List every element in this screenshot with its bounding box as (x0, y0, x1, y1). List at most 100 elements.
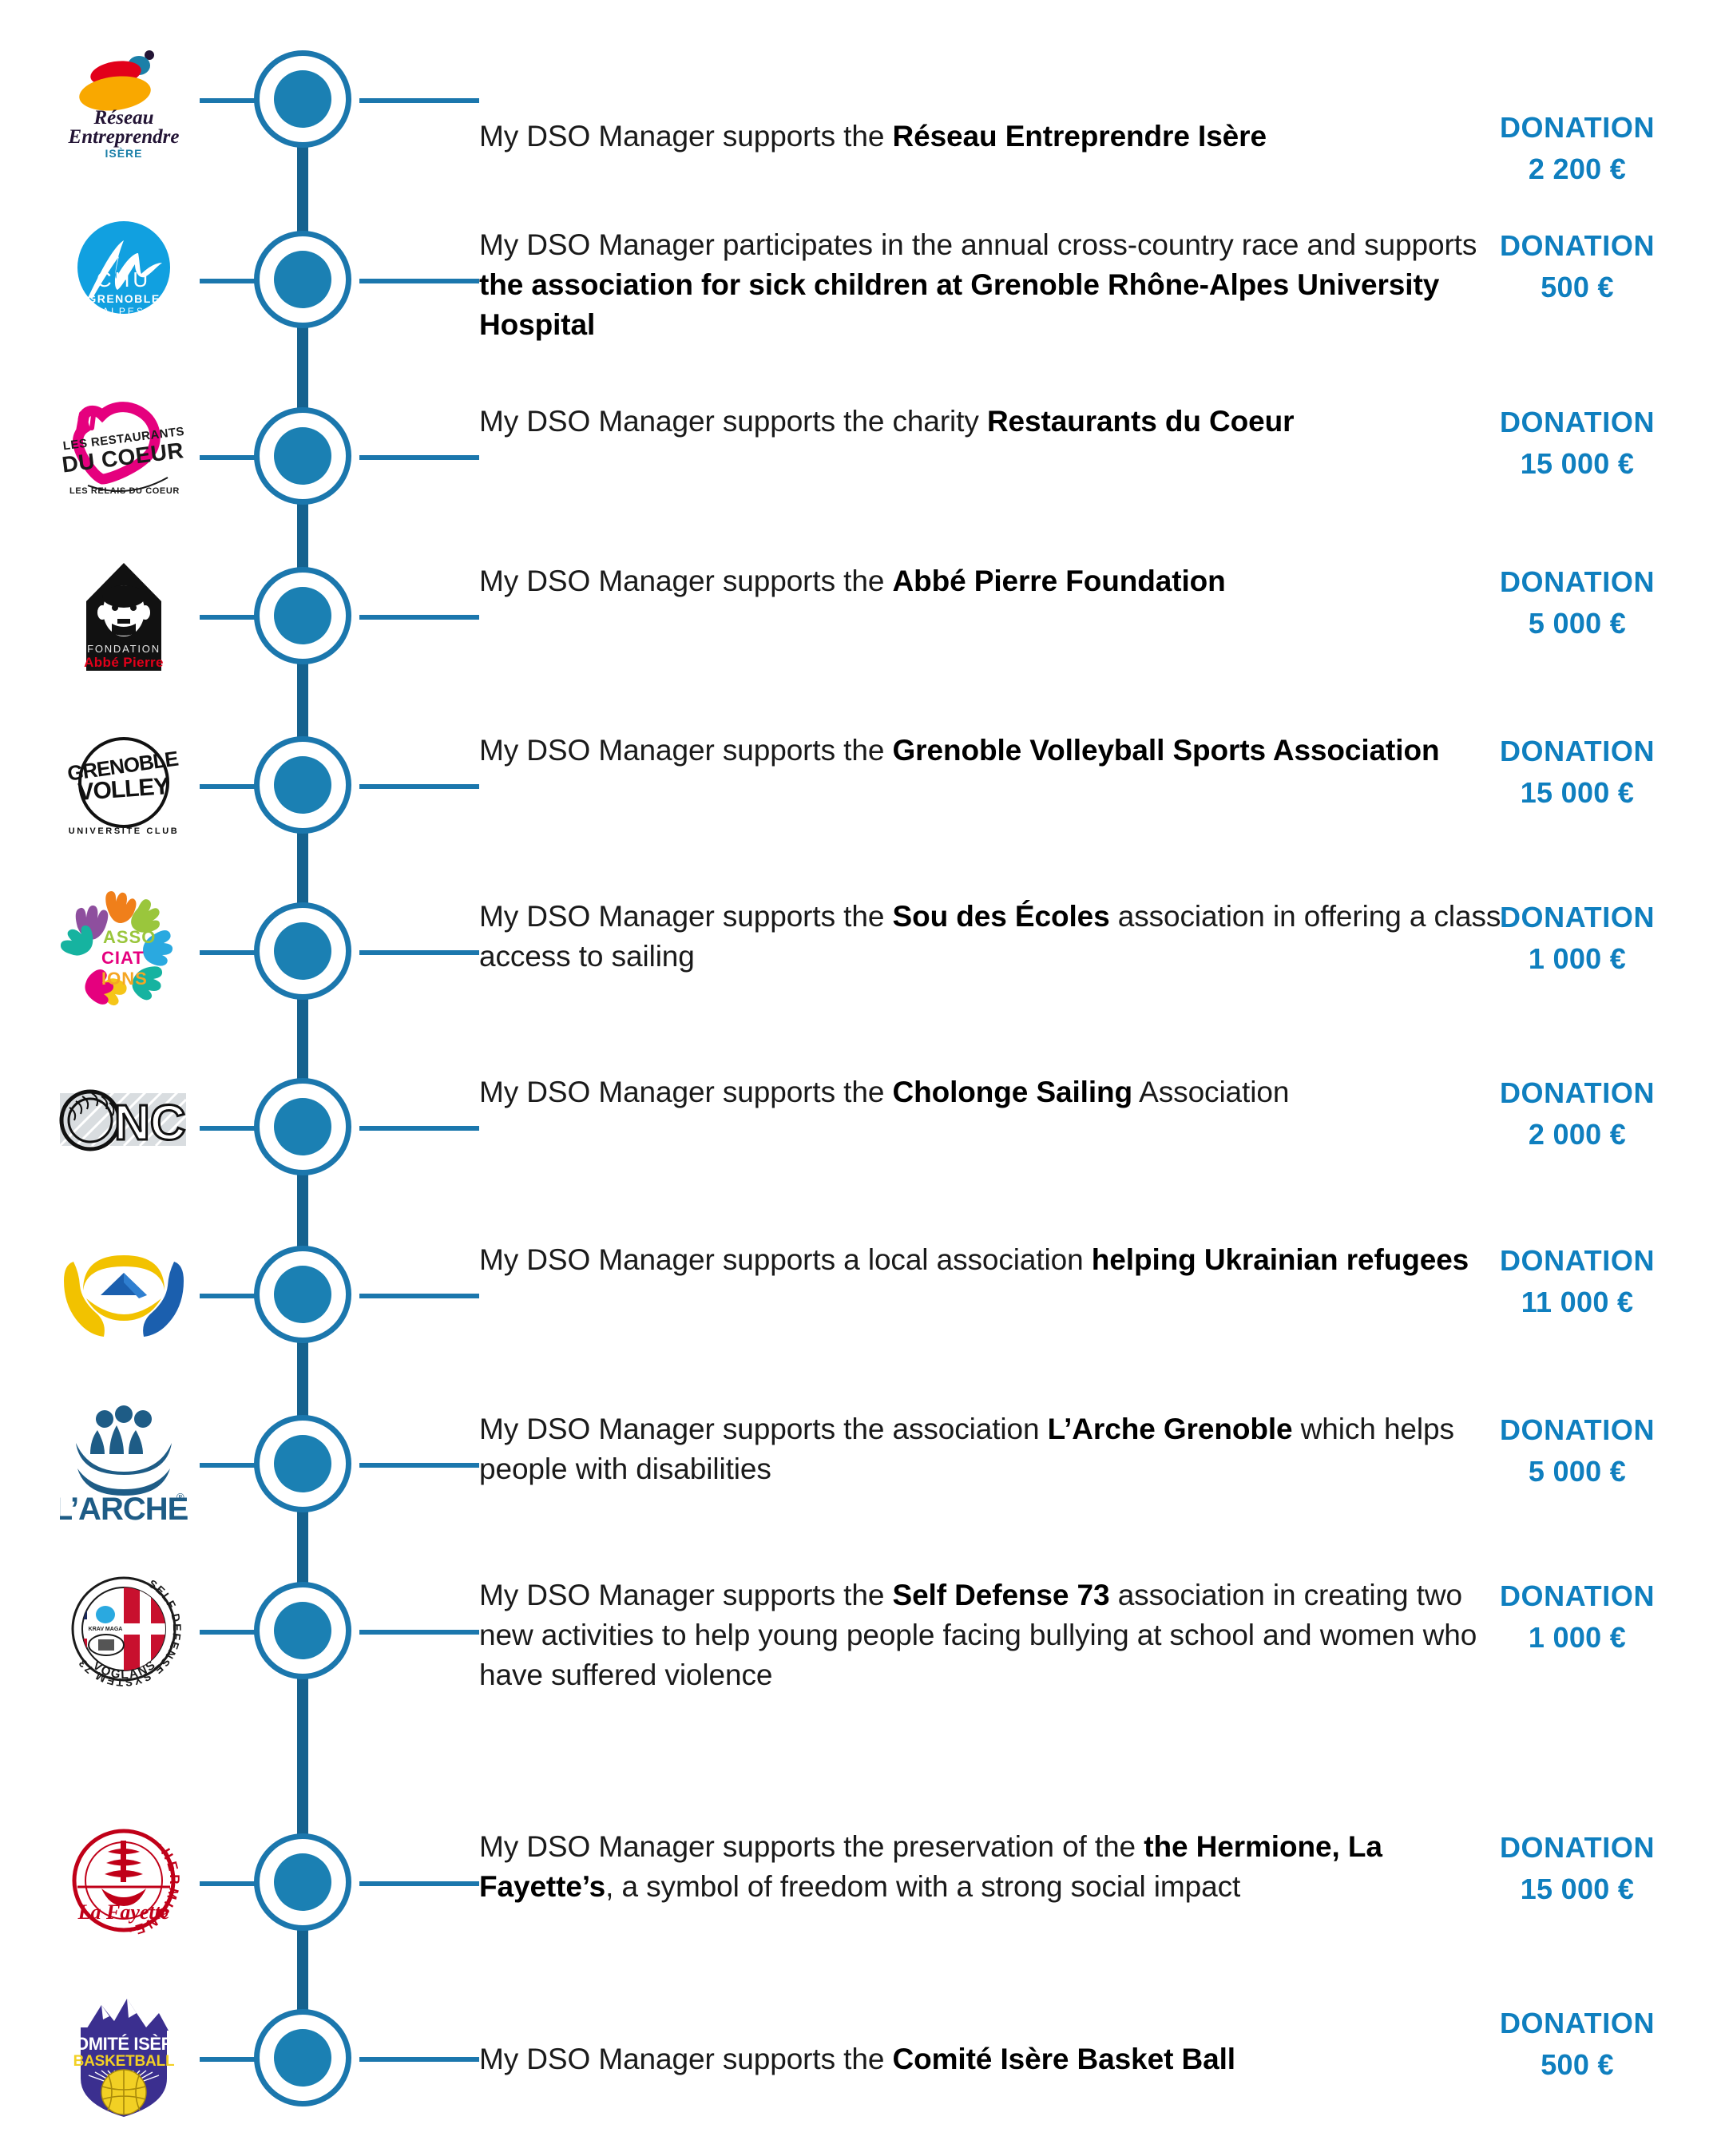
svg-text:VOLLEY: VOLLEY (77, 773, 170, 806)
connector-right (359, 950, 479, 955)
connector-right (359, 615, 479, 620)
donation-block: DONATION 2 200 € (1461, 107, 1693, 190)
desc-plain: My DSO Manager supports the (479, 900, 893, 933)
donation-label: DONATION (1499, 2007, 1656, 2039)
timeline-node[interactable] (254, 567, 351, 664)
item-description: My DSO Manager participates in the annua… (479, 225, 1509, 345)
svg-text:®: ® (176, 1491, 184, 1503)
timeline-node[interactable] (254, 1078, 351, 1175)
item-description: My DSO Manager supports the Sou des Écol… (479, 897, 1509, 977)
timeline-node[interactable] (254, 736, 351, 834)
desc-plain: My DSO Manager supports the charity (479, 405, 987, 438)
timeline-node[interactable] (254, 407, 351, 505)
timeline-row: SELF DEFENSE SYSTEM 73 VOGLANS KRAV MAGA (0, 1561, 1725, 1769)
connector-right (359, 1126, 479, 1131)
timeline-row: LES RESTAURANTS DU COEUR LES RELAIS DU C… (0, 391, 1725, 543)
desc-plain: My DSO Manager supports the preservation… (479, 1830, 1144, 1863)
desc-plain: My DSO Manager supports the association (479, 1413, 1048, 1445)
timeline-row: NC My DSO Manager supports the Cholonge … (0, 1062, 1725, 1222)
timeline-node[interactable] (254, 1246, 351, 1343)
donation-amount: 1 000 € (1528, 942, 1627, 976)
connector-right (359, 784, 479, 789)
donation-amount: 2 200 € (1528, 153, 1627, 186)
desc-plain: My DSO Manager supports the (479, 565, 893, 597)
desc-bold: Cholonge Sailing (892, 1076, 1133, 1108)
timeline-node[interactable] (254, 1582, 351, 1679)
timeline-node-dot (274, 756, 331, 814)
timeline-node-dot (274, 587, 331, 644)
connector-left (200, 1630, 257, 1635)
svg-text:ALPES: ALPES (102, 306, 145, 317)
associations-hands-logo: ASSO CIAT IONS (44, 890, 204, 1010)
timeline-node[interactable] (254, 231, 351, 328)
connector-left (200, 98, 257, 103)
timeline-row: GRENOBLE VOLLEY UNIVERSITE CLUB My DSO M… (0, 720, 1725, 880)
timeline-node[interactable] (254, 1833, 351, 1931)
comite-isere-basketball-logo: COMITÉ ISÈRE BASKETBALL (44, 1996, 204, 2117)
timeline-node-dot (274, 1098, 331, 1155)
svg-text:LES RELAIS DU COEUR: LES RELAIS DU COEUR (69, 486, 180, 496)
desc-plain: My DSO Manager supports the (479, 120, 893, 153)
donation-amount: 500 € (1541, 271, 1614, 304)
svg-text:GRENOBLE: GRENOBLE (87, 292, 160, 305)
grenoble-volley-logo: GRENOBLE VOLLEY UNIVERSITE CLUB (44, 724, 204, 844)
logo-cell: CHU GRENOBLE ALPES (32, 209, 216, 329)
donation-label: DONATION (1499, 1579, 1656, 1612)
svg-text:BASKETBALL: BASKETBALL (73, 2053, 175, 2070)
logo-cell: COMITÉ ISÈRE BASKETBALL (32, 1988, 216, 2124)
desc-plain: My DSO Manager supports the (479, 734, 893, 767)
donation-amount: 15 000 € (1520, 776, 1635, 810)
donation-block: DONATION 1 000 € (1461, 1575, 1693, 1659)
desc-bold: Sou des Écoles (892, 900, 1110, 933)
timeline-node[interactable] (254, 50, 351, 148)
connector-right (359, 2057, 479, 2062)
donation-block: DONATION 500 € (1461, 2003, 1693, 2086)
connector-right (359, 1463, 479, 1468)
timeline-node-dot (274, 1435, 331, 1492)
desc-bold: the Hermione, La Fayette’s (479, 1830, 1382, 1903)
logo-cell: LES RESTAURANTS DU COEUR LES RELAIS DU C… (32, 391, 216, 511)
donation-amount: 1 000 € (1528, 1621, 1627, 1655)
donation-amount: 5 000 € (1528, 607, 1627, 640)
timeline-node[interactable] (254, 2009, 351, 2106)
connector-right (359, 1294, 479, 1298)
donation-block: DONATION 500 € (1461, 225, 1693, 308)
cholonge-nautic-club-logo: NC (44, 1062, 204, 1182)
desc-plain: My DSO Manager participates in the annua… (479, 228, 1477, 261)
donation-label: DONATION (1499, 901, 1656, 933)
connector-left (200, 950, 257, 955)
connector-left (200, 1126, 257, 1131)
timeline-node[interactable] (254, 1415, 351, 1512)
donation-block: DONATION 1 000 € (1461, 897, 1693, 980)
timeline-row: L’ARCHE ® My DSO Manager supports the as… (0, 1399, 1725, 1559)
donation-label: DONATION (1499, 111, 1656, 144)
timeline-row: ASSO CIAT IONS My DSO Manager supports t… (0, 886, 1725, 1046)
timeline-node-dot (274, 1853, 331, 1911)
donation-amount: 11 000 € (1521, 1286, 1634, 1319)
svg-text:Réseau: Réseau (93, 107, 154, 129)
donation-block: DONATION 15 000 € (1461, 402, 1693, 485)
chu-grenoble-alpes-logo: CHU GRENOBLE ALPES (44, 209, 204, 329)
reseau-entreprendre-isere-logo: Réseau Entreprendre ISÈRE (44, 41, 204, 161)
timeline-node-dot (274, 251, 331, 308)
timeline-node[interactable] (254, 902, 351, 1000)
donation-block: DONATION 15 000 € (1461, 1827, 1693, 1910)
desc-bold: Self Defense 73 (892, 1579, 1110, 1611)
svg-text:Entreprendre: Entreprendre (68, 126, 180, 148)
item-description: My DSO Manager supports the Comité Isère… (479, 2039, 1509, 2079)
desc-bold: Comité Isère Basket Ball (892, 2043, 1235, 2075)
connector-right (359, 279, 479, 283)
donation-amount: 5 000 € (1528, 1455, 1627, 1488)
connector-left (200, 784, 257, 789)
desc-after: Association (1132, 1076, 1290, 1108)
logo-cell: FONDATION Abbé Pierre (32, 551, 216, 679)
connector-right (359, 98, 479, 103)
logo-cell: ·HERMIONE· La Fayette (32, 1813, 216, 1948)
ukraine-helping-hands-logo (44, 1230, 204, 1349)
desc-after: association in offering a class access t… (479, 900, 1501, 973)
fondation-abbe-pierre-logo: FONDATION Abbé Pierre (44, 555, 204, 675)
desc-after: association in creating two new activiti… (479, 1579, 1477, 1691)
timeline-node-dot (274, 1266, 331, 1323)
connector-left (200, 279, 257, 283)
connector-right (359, 455, 479, 460)
